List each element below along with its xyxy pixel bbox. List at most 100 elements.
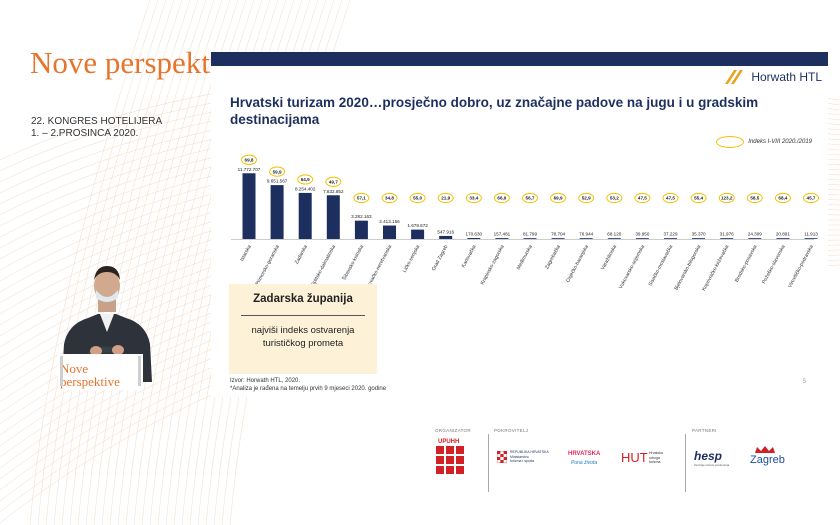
bar	[383, 225, 396, 239]
bar	[635, 238, 649, 239]
index-oval	[662, 192, 679, 204]
bar-value-label: 20.891	[776, 232, 790, 237]
index-oval	[353, 192, 370, 204]
lectern	[58, 354, 143, 390]
ministry-logo: REPUBLIKA HRVATSKA Ministarstvo turizma …	[510, 450, 549, 464]
bar-value-label: 11.913	[804, 232, 818, 237]
lectern-leg-left	[60, 356, 63, 386]
bar-value-label: 78.704	[551, 232, 565, 237]
callout-body: najviši indeks ostvarenja turističkog pr…	[233, 324, 373, 350]
background-line	[93, 0, 215, 525]
index-oval	[269, 166, 286, 177]
legend-oval-icon	[716, 136, 745, 148]
chart-legend: Indeks I-VIII 2020./2019	[716, 136, 812, 148]
bar	[720, 238, 734, 239]
bar-value-label: 9.651.567	[267, 179, 288, 184]
index-label: 55,4	[694, 196, 703, 201]
bar	[607, 238, 621, 239]
category-label: Istarska	[239, 244, 253, 262]
organizer-label: ORGANIZATOR	[435, 428, 471, 433]
conference-subtitle: 22. KONGRES HOTELIJERA 1. – 2.PROSINCA 2…	[31, 116, 162, 140]
bar	[551, 238, 565, 239]
presentation-slide: Horwath HTL Hrvatski turizam 2020…prosje…	[211, 52, 828, 397]
lectern-leg-right	[138, 356, 141, 386]
background-line	[85, 0, 207, 525]
category-label: Virovitičko-podravska	[787, 244, 815, 289]
page-number: 5	[802, 379, 806, 385]
category-label: Koprivničko-križevačka	[701, 244, 730, 292]
index-oval	[437, 192, 454, 204]
bar-value-label: 2.413.156	[379, 219, 400, 224]
background-line	[101, 0, 223, 525]
category-label: Bjelovarsko-bilogorska	[673, 244, 702, 291]
upuhh-logo-icon	[436, 446, 464, 474]
source-text: Izvor: Horwath HTL, 2020.	[230, 378, 301, 384]
index-label: 66,9	[497, 196, 506, 201]
bar	[298, 192, 312, 239]
bar-value-label: 39.950	[635, 232, 649, 237]
index-oval	[465, 192, 482, 204]
bar	[467, 238, 481, 239]
index-oval	[606, 192, 623, 204]
category-label: Grad Zagreb	[431, 244, 450, 272]
hut-logo-text: HUT	[621, 450, 648, 465]
bar-value-label: 11.772.707	[238, 167, 261, 172]
sponsor-strip: ORGANIZATOR UPUHH POKROVITELJ REPUBLIKA …	[430, 424, 810, 496]
bar	[270, 185, 284, 239]
bar-value-label: 37.229	[663, 232, 677, 237]
index-label: 68,4	[778, 196, 787, 201]
index-oval	[690, 192, 707, 204]
index-oval	[578, 192, 595, 204]
index-oval	[381, 192, 398, 204]
bar	[692, 238, 706, 239]
ministry-line-3: turizma i sporta	[510, 459, 534, 463]
bar	[664, 238, 677, 239]
horwath-logo: Horwath HTL	[725, 70, 822, 84]
ministry-line-2: Ministarstvo	[510, 454, 529, 459]
zagreb-logo-text: Zagreb	[750, 454, 785, 466]
croatia-slogan: Puna života	[571, 460, 598, 466]
sponsor-divider-1	[488, 434, 489, 492]
index-oval	[634, 192, 651, 204]
category-label: Primorsko-goranska	[255, 244, 281, 287]
slide-source: Izvor: Horwath HTL, 2020. *Analiza je ra…	[230, 377, 386, 393]
index-oval	[522, 192, 538, 204]
highlight-callout: Zadarska županija najviši indeks ostvare…	[229, 284, 377, 374]
bar	[326, 195, 340, 239]
category-label: Zadarska	[294, 244, 309, 265]
index-label: 53,2	[610, 196, 619, 201]
category-label: Karlovačka	[461, 244, 478, 269]
patron-label: POKROVITELJ	[494, 428, 529, 433]
bar-value-label: 547.916	[437, 229, 454, 234]
background-line	[45, 0, 167, 525]
index-label: 59,9	[273, 169, 282, 174]
category-label: Požeško-slavonska	[761, 244, 787, 285]
conference-dates: 1. – 2.PROSINCA 2020.	[31, 128, 139, 139]
index-label: 47,5	[638, 196, 647, 201]
bar	[748, 238, 762, 239]
category-label: Vukovarsko-srijemska	[618, 244, 646, 290]
index-label: 47,5	[666, 196, 675, 201]
category-label: Međimurska	[516, 244, 534, 271]
index-label: 69,8	[245, 157, 254, 162]
index-oval	[746, 192, 763, 204]
index-label: 49,7	[329, 179, 338, 184]
bar-value-label: 8.254.402	[295, 186, 316, 191]
zagreb-crown-icon	[755, 446, 775, 453]
horwath-chevron-icon	[725, 70, 744, 84]
index-oval	[550, 192, 567, 204]
category-label: Ličko-senjska	[402, 244, 422, 274]
ministry-line-1: REPUBLIKA HRVATSKA	[510, 450, 549, 454]
lectern-branding: Nove perspektive	[60, 361, 120, 389]
index-oval	[803, 192, 819, 204]
index-oval	[241, 154, 257, 165]
category-label: Krapinsko-zagorska	[480, 244, 506, 286]
bar	[411, 229, 425, 239]
index-label: 57,1	[357, 196, 366, 201]
category-label: Šibensko-kninska	[341, 243, 366, 281]
background-line	[29, 0, 151, 525]
bar	[354, 220, 368, 239]
index-label: 34,8	[385, 196, 394, 201]
callout-title: Zadarska županija	[253, 293, 353, 305]
hut-sub-3: turizma	[649, 460, 661, 464]
